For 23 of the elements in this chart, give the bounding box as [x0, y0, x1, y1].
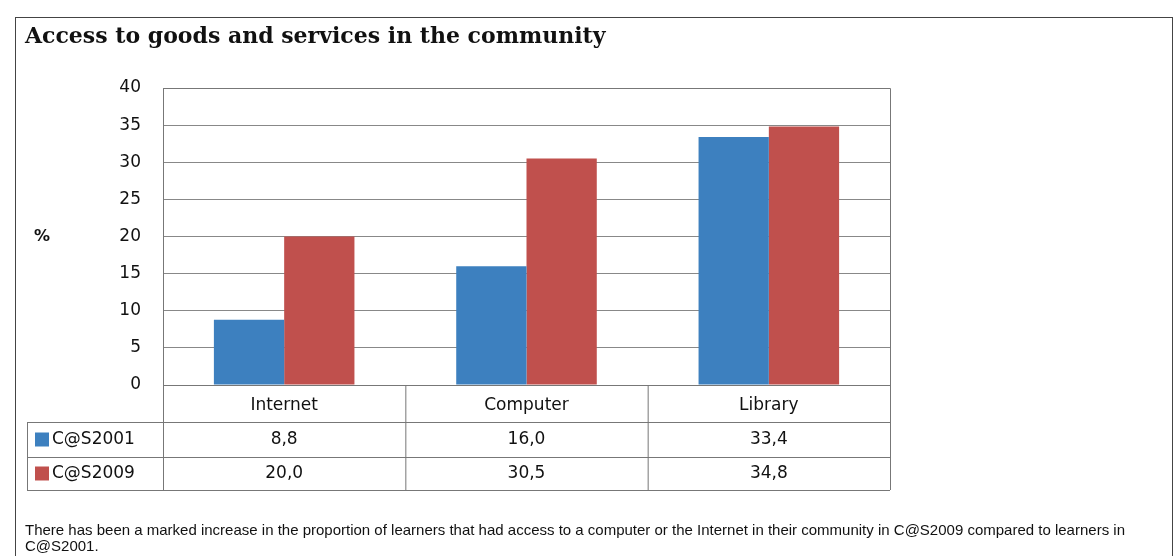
x-tick-label: Library — [739, 393, 799, 414]
legend-label: C@S2001 — [52, 427, 135, 448]
y-tick-label: 40 — [119, 76, 141, 97]
y-tick-label: 30 — [119, 150, 141, 171]
y-tick-label: 35 — [119, 113, 141, 134]
data-label: 16,0 — [507, 427, 546, 448]
chart-title: Access to goods and services in the community — [25, 22, 606, 48]
y-tick-label: 25 — [119, 187, 141, 208]
data-label: 34,8 — [749, 461, 788, 482]
legend-label: C@S2009 — [52, 461, 135, 482]
data-label: 20,0 — [265, 461, 304, 482]
data-label: 33,4 — [749, 427, 788, 448]
data-label: 30,5 — [507, 461, 546, 482]
y-tick-label: 0 — [130, 373, 141, 394]
y-tick-label: 10 — [119, 299, 141, 320]
x-tick-label: Internet — [250, 393, 319, 414]
y-tick-label: 20 — [119, 224, 141, 245]
x-tick-label: Computer — [484, 393, 569, 414]
y-axis-title: % — [33, 225, 51, 245]
data-label: 8,8 — [270, 427, 298, 448]
text: There has been a marked increase in the proportion of learners that had access to a computer or the Internet in their community in C@S2009 compared to learners in C@S2001. — [25, 521, 1126, 554]
y-tick-label: 5 — [130, 336, 141, 357]
y-tick-label: 15 — [119, 262, 141, 283]
